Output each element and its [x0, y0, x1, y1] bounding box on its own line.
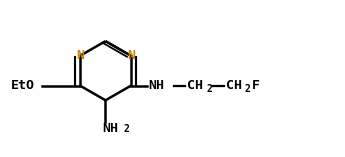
Text: 2: 2 [123, 124, 129, 134]
Text: CH: CH [187, 79, 203, 92]
Text: N: N [127, 49, 135, 62]
Text: 2: 2 [206, 84, 212, 94]
Text: 2: 2 [245, 84, 251, 94]
Text: NH: NH [148, 79, 165, 92]
Text: CH: CH [226, 79, 242, 92]
Text: F: F [252, 79, 260, 92]
Text: N: N [76, 49, 84, 62]
Text: NH: NH [103, 122, 119, 135]
Text: EtO: EtO [11, 79, 35, 92]
